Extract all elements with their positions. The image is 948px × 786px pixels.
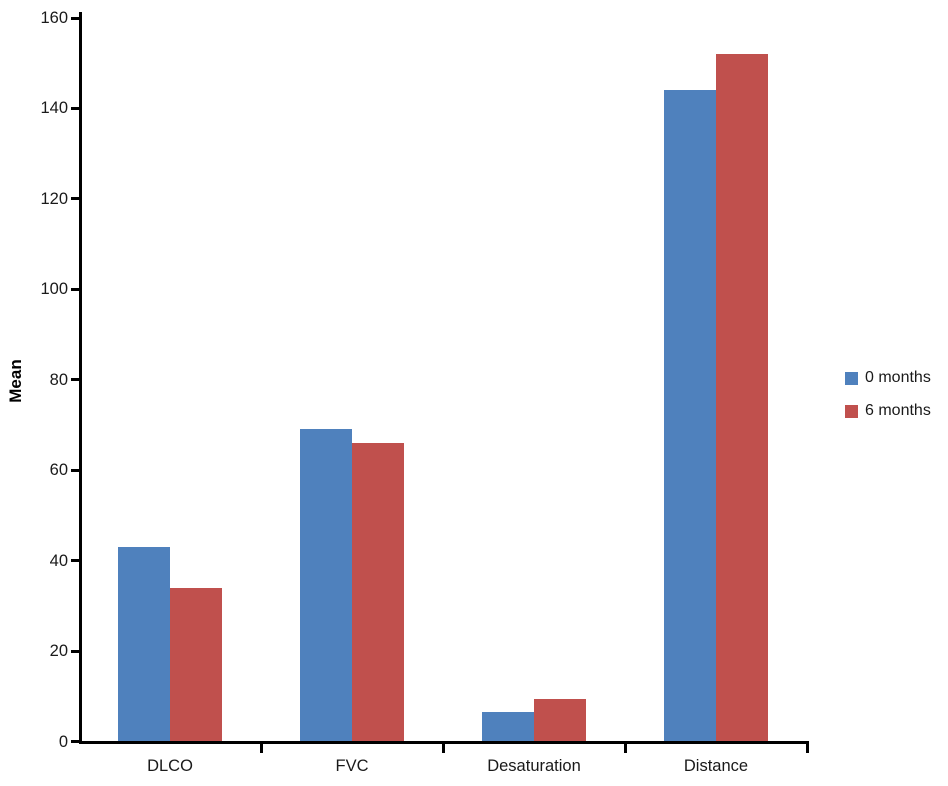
- y-axis-tick-label: 160: [40, 9, 68, 27]
- y-axis-tick-label: 20: [49, 642, 68, 661]
- bar-6-months-desaturation: [534, 698, 586, 742]
- bar-6-months-fvc: [352, 443, 404, 742]
- bar-6-months-dlco: [170, 587, 222, 742]
- y-axis-tick-label: 80: [49, 370, 68, 389]
- y-axis-title: Mean: [6, 359, 25, 403]
- y-axis-line: [79, 12, 82, 744]
- y-axis-tick: [71, 468, 80, 472]
- y-axis-tick-label: 120: [40, 189, 68, 208]
- legend-label: 6 months: [865, 402, 931, 419]
- y-axis-tick-label: 40: [49, 551, 68, 570]
- y-axis-tick-label: 140: [40, 99, 68, 118]
- bar-0-months-desaturation: [482, 712, 534, 742]
- category-label: DLCO: [147, 757, 193, 775]
- y-axis-tick: [71, 740, 80, 743]
- y-axis-tick: [71, 106, 80, 110]
- y-axis-tick-label: 100: [40, 280, 68, 299]
- y-axis-tick: [71, 197, 80, 201]
- y-axis-tick-label: 0: [58, 732, 68, 751]
- y-axis-tick: [71, 559, 80, 563]
- y-axis-tick: [71, 649, 80, 653]
- category-label: Distance: [683, 757, 749, 775]
- legend-item: 0 months: [845, 369, 931, 387]
- bar-6-months-distance: [716, 54, 768, 742]
- legend-label: 0 months: [865, 369, 931, 386]
- bar-0-months-dlco: [118, 547, 170, 742]
- y-axis-tick: [71, 378, 80, 382]
- legend-item: 6 months: [845, 402, 931, 420]
- y-axis-tick: [71, 287, 80, 291]
- legend-swatch-icon: [845, 404, 858, 418]
- y-axis-tick: [71, 16, 80, 20]
- bar-0-months-distance: [664, 90, 716, 742]
- category-label: FVC: [335, 757, 369, 775]
- legend-swatch-icon: [845, 371, 858, 385]
- category-label: Desaturation: [487, 757, 581, 775]
- bar-0-months-fvc: [300, 429, 352, 742]
- y-axis-tick-label: 60: [49, 461, 68, 480]
- legend: 0 months 6 months: [845, 369, 931, 435]
- x-axis-tick: [259, 741, 263, 753]
- x-axis-tick: [805, 741, 809, 753]
- x-axis-tick: [441, 741, 445, 753]
- x-axis-tick: [623, 741, 627, 753]
